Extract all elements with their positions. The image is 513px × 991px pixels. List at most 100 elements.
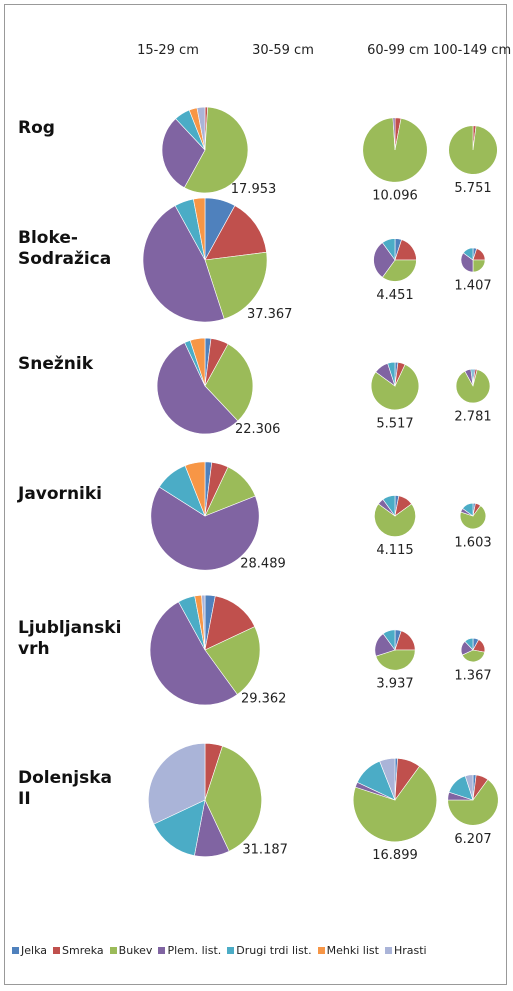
pie-slice bbox=[142, 205, 225, 323]
legend-swatch bbox=[109, 947, 117, 954]
pie-slice bbox=[353, 765, 437, 842]
pie-slice bbox=[382, 238, 396, 261]
row-label: Snežnik bbox=[18, 354, 94, 374]
pie-slice bbox=[370, 364, 420, 411]
pie bbox=[448, 125, 498, 175]
pie-slice bbox=[184, 461, 206, 517]
legend-swatch bbox=[227, 947, 235, 954]
legend: Jelka Smreka Bukev Plem. list. Drugi trdi li… bbox=[12, 944, 427, 957]
pie-slice bbox=[455, 369, 491, 404]
pie-slice bbox=[150, 486, 260, 571]
total-label: 22.306 bbox=[235, 422, 281, 437]
pie bbox=[374, 629, 416, 671]
pie-slice bbox=[204, 595, 256, 651]
pie bbox=[150, 461, 260, 571]
pie-slice bbox=[156, 342, 239, 435]
total-label: 4.451 bbox=[376, 288, 413, 303]
pie bbox=[459, 502, 487, 530]
pie-slice bbox=[189, 337, 206, 387]
pie bbox=[362, 117, 428, 183]
pie bbox=[353, 758, 437, 842]
pie-slice bbox=[183, 106, 249, 194]
total-label: 5.751 bbox=[454, 181, 491, 196]
legend-swatch bbox=[317, 947, 325, 954]
pie-slice bbox=[149, 601, 238, 706]
pie-slice bbox=[462, 502, 474, 517]
column-header: 60-99 cm bbox=[367, 43, 429, 58]
pie-slice bbox=[461, 649, 485, 663]
legend-label: Bukev bbox=[118, 944, 153, 957]
legend-item: Mehki list bbox=[317, 944, 379, 957]
legend-item: Smreka bbox=[53, 944, 104, 957]
pie bbox=[447, 774, 499, 826]
pie-slice bbox=[464, 774, 474, 801]
legend-label: Drugi trdi list. bbox=[236, 944, 312, 957]
legend-label: Mehki list bbox=[326, 944, 379, 957]
total-label: 28.489 bbox=[240, 557, 286, 572]
pie-slice bbox=[204, 205, 267, 261]
pie-slice bbox=[392, 117, 396, 151]
total-label: 5.517 bbox=[376, 416, 413, 431]
pie-slice bbox=[459, 505, 487, 530]
pie-slice bbox=[161, 118, 206, 189]
chart-frame bbox=[4, 4, 507, 985]
pie bbox=[460, 637, 486, 663]
pie-slice bbox=[460, 252, 474, 273]
legend-label: Jelka bbox=[21, 944, 47, 957]
pie-slice bbox=[204, 626, 261, 695]
pie-slice bbox=[472, 259, 486, 273]
row-label: Bloke-Sodražica bbox=[18, 228, 112, 269]
column-header: 30-59 cm bbox=[252, 43, 314, 58]
pie bbox=[148, 743, 262, 857]
pie-slice bbox=[374, 503, 416, 537]
legend-item: Hrasti bbox=[384, 944, 427, 957]
pie-slice bbox=[204, 745, 262, 852]
pie-slice bbox=[470, 368, 474, 387]
total-label: 37.367 bbox=[247, 307, 293, 322]
pie bbox=[149, 594, 261, 706]
pie bbox=[156, 337, 254, 435]
row-label: Javorniki bbox=[18, 484, 103, 504]
pie-slice bbox=[153, 799, 206, 856]
total-label: 1.603 bbox=[454, 535, 491, 550]
column-header: 100-149 cm bbox=[433, 43, 511, 58]
pie-slice bbox=[382, 495, 396, 517]
pie-slice bbox=[464, 637, 474, 651]
total-label: 2.781 bbox=[454, 409, 491, 424]
row-label: Dolenjska II bbox=[18, 768, 112, 809]
pie-slice bbox=[196, 106, 206, 151]
pie-slice bbox=[204, 251, 268, 320]
pie bbox=[161, 106, 249, 194]
row-label: Rog bbox=[18, 118, 55, 138]
total-label: 31.187 bbox=[242, 843, 288, 858]
legend-swatch bbox=[12, 947, 19, 954]
pie bbox=[374, 495, 416, 537]
total-label: 17.953 bbox=[231, 182, 277, 197]
total-label: 29.362 bbox=[241, 691, 287, 706]
total-label: 3.937 bbox=[376, 677, 413, 692]
pie-slice bbox=[447, 779, 499, 826]
pie-slice bbox=[382, 259, 417, 282]
total-label: 16.899 bbox=[372, 848, 418, 863]
total-label: 10.096 bbox=[372, 189, 418, 204]
pie-slice bbox=[387, 361, 396, 387]
legend-item: Drugi trdi list. bbox=[227, 944, 312, 957]
pie-slice bbox=[375, 649, 416, 671]
legend-swatch bbox=[158, 947, 166, 954]
total-label: 1.407 bbox=[454, 279, 491, 294]
pie-slice bbox=[448, 125, 498, 175]
pie-slice bbox=[462, 247, 474, 261]
pie bbox=[455, 368, 491, 404]
pie-slice bbox=[193, 197, 206, 261]
legend-swatch bbox=[384, 947, 392, 954]
pie-slice bbox=[148, 743, 206, 825]
total-label: 4.115 bbox=[376, 543, 413, 558]
pie bbox=[142, 197, 268, 323]
legend-item: Jelka bbox=[12, 944, 47, 957]
legend-item: Bukev bbox=[109, 944, 153, 957]
total-label: 6.207 bbox=[454, 832, 491, 847]
pie-slice bbox=[201, 594, 206, 651]
pie bbox=[370, 361, 420, 411]
